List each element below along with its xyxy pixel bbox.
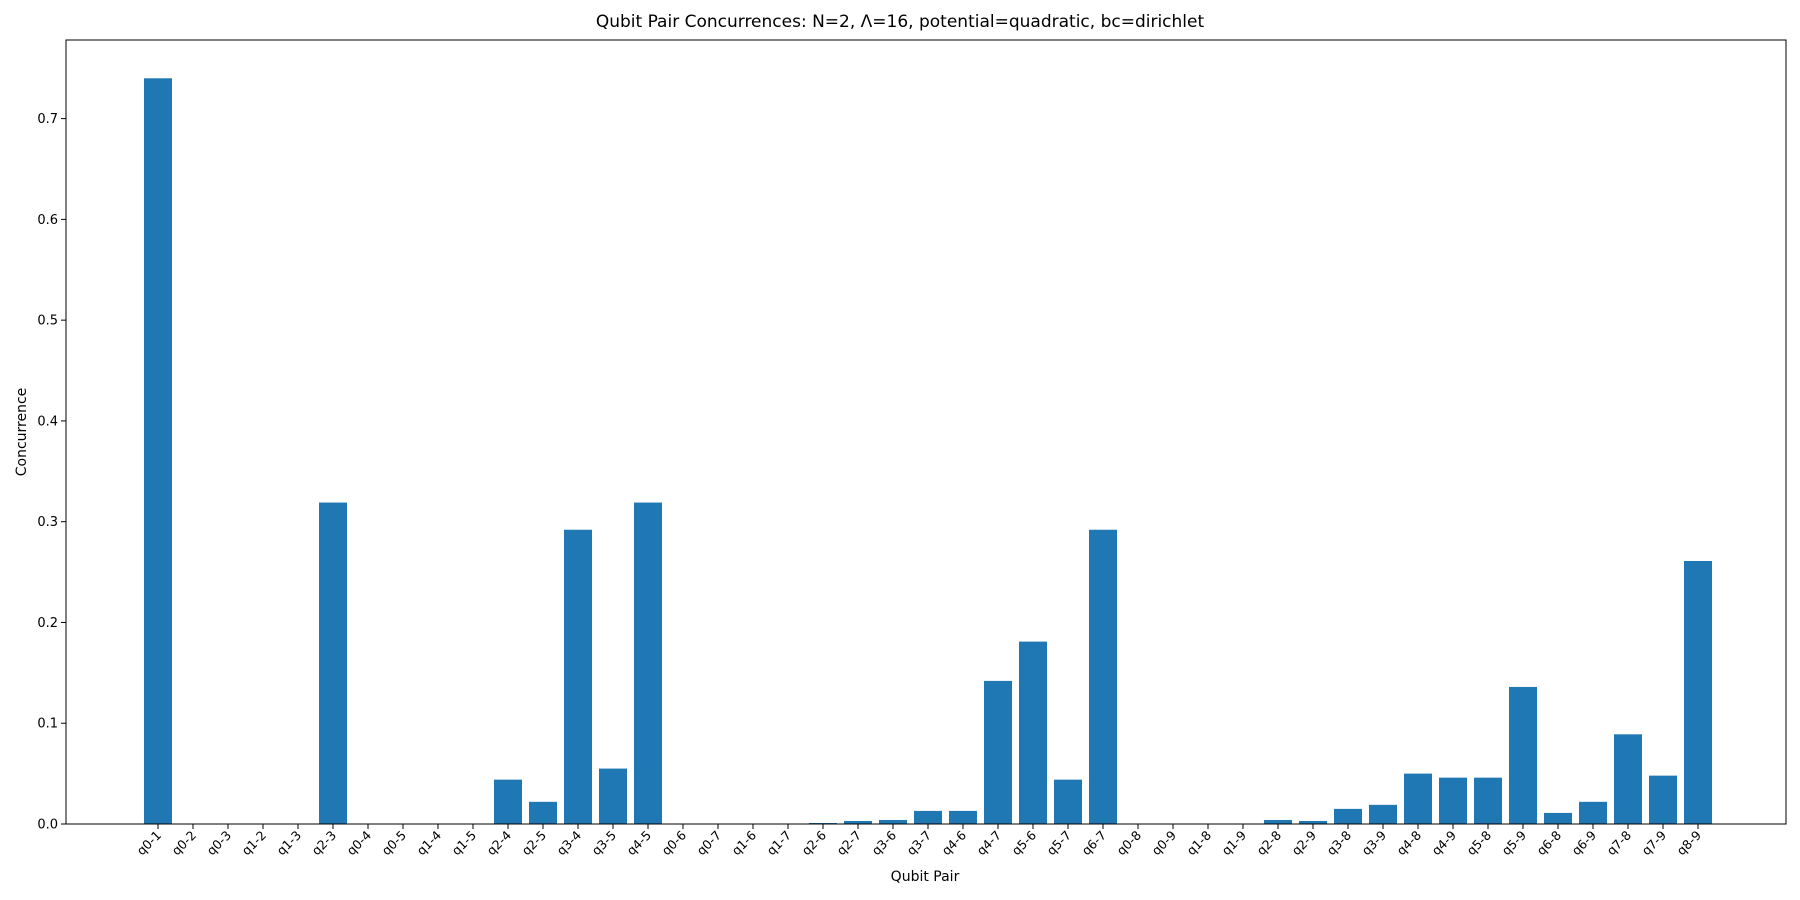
x-tick-label: q0-5 [378,828,409,859]
bar [809,822,837,824]
x-tick-label: q0-6 [658,827,689,858]
x-tick-label: q2-3 [308,828,339,859]
bar [564,529,592,824]
bar [1439,777,1467,824]
x-tick-label: q1-8 [1183,827,1214,858]
y-tick-label: 0.5 [37,314,58,329]
x-tick-label: q0-3 [203,828,234,859]
x-tick-label: q3-5 [588,828,619,859]
bar [634,502,662,824]
x-tick-label: q1-2 [238,828,269,859]
x-tick-label: q3-8 [1323,827,1354,858]
bar [1054,779,1082,824]
x-tick-label: q7-9 [1638,827,1669,858]
x-tick-label: q3-4 [553,827,584,858]
bar [1299,820,1327,824]
x-tick-label: q3-7 [903,828,934,859]
bar [494,779,522,824]
bar [844,820,872,824]
x-tick-label: q4-7 [973,828,1004,859]
x-tick-label: q6-8 [1533,827,1564,858]
x-tick-label: q5-9 [1498,827,1529,858]
x-tick-label: q0-2 [168,828,199,859]
x-tick-label: q2-8 [1253,827,1284,858]
bar [1334,808,1362,824]
bar [1474,777,1502,824]
bar [319,502,347,824]
x-tick-label: q1-4 [413,827,444,858]
bar [1019,641,1047,824]
x-tick-label: q1-9 [1218,827,1249,858]
x-tick-label: q2-4 [483,827,514,858]
bar [1404,773,1432,824]
chart-title: Qubit Pair Concurrences: N=2, Λ=16, pote… [595,12,1205,32]
x-tick-label: q4-5 [623,828,654,859]
x-tick-label: q7-8 [1603,827,1634,858]
x-tick-label: q8-9 [1673,827,1704,858]
x-tick-label: q4-6 [938,827,969,858]
bar [949,810,977,824]
x-tick-label: q0-9 [1148,827,1179,858]
bar [1509,686,1537,824]
x-tick-label: q0-4 [343,827,374,858]
y-tick-label: 0.4 [37,414,58,429]
y-tick-label: 0.6 [37,213,58,228]
bar [1614,734,1642,824]
x-tick-label: q1-5 [448,828,479,859]
y-tick-label: 0.7 [37,112,58,127]
x-tick-label: q2-9 [1288,827,1319,858]
x-tick-label: q6-7 [1078,828,1109,859]
x-tick-label: q3-6 [868,827,899,858]
bar [984,680,1012,824]
x-tick-label: q1-7 [763,828,794,859]
x-tick-label: q6-9 [1568,827,1599,858]
x-tick-label: q1-6 [728,827,759,858]
x-tick-label: q5-6 [1008,827,1039,858]
y-tick-label: 0.2 [37,616,58,631]
bar [1369,804,1397,824]
bar [914,810,942,824]
plot-frame [65,39,1787,825]
x-tick-label: q0-1 [133,828,164,859]
x-tick-label: q0-7 [693,828,724,859]
x-tick-label: q4-8 [1393,827,1424,858]
y-tick-label: 0.3 [37,515,58,530]
x-tick-label: q2-6 [798,827,829,858]
bar [879,819,907,824]
bar [1579,801,1607,824]
bar [1649,775,1677,824]
bar [1544,812,1572,824]
bar [1264,819,1292,824]
x-tick-label: q2-7 [833,828,864,859]
bar [144,78,172,825]
bar [599,768,627,824]
x-tick-label: q4-9 [1428,827,1459,858]
x-tick-label: q0-8 [1113,827,1144,858]
y-tick-label: 0.0 [37,818,58,833]
x-axis-label: Qubit Pair [890,869,960,885]
bar [1684,560,1712,824]
bar [1089,529,1117,824]
x-tick-label: q3-9 [1358,827,1389,858]
bar [529,801,557,824]
x-tick-label: q5-7 [1043,828,1074,859]
x-tick-label: q1-3 [273,828,304,859]
x-tick-label: q2-5 [518,828,549,859]
x-tick-label: q5-8 [1463,827,1494,858]
y-tick-label: 0.1 [37,717,58,732]
